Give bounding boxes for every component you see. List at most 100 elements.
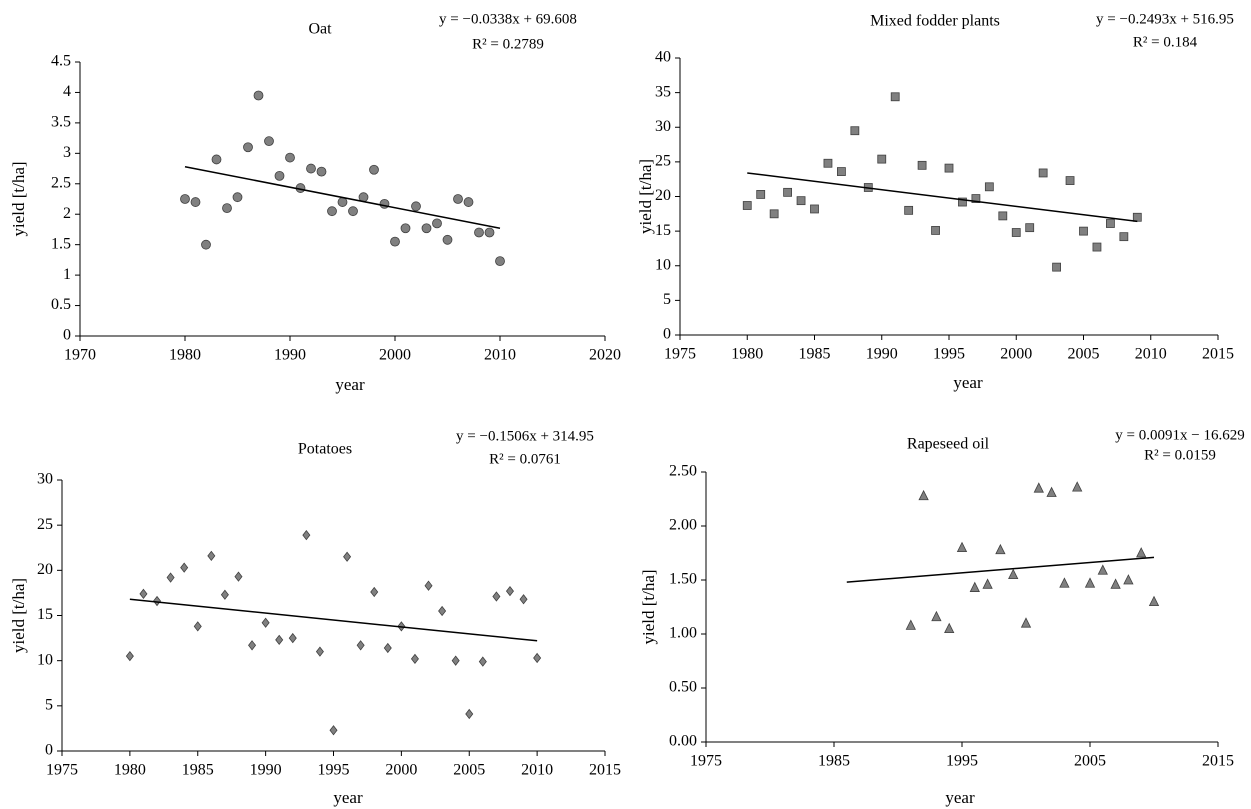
data-point bbox=[1052, 262, 1061, 272]
data-point bbox=[243, 142, 253, 153]
data-point bbox=[505, 585, 514, 597]
data-point bbox=[369, 164, 379, 175]
x-tick-label: 1995 bbox=[933, 346, 965, 363]
y-tick-label: 10 bbox=[655, 256, 671, 273]
x-tick-label: 2020 bbox=[589, 347, 621, 364]
data-point bbox=[232, 192, 243, 203]
y-tick-label: 15 bbox=[655, 222, 671, 239]
x-tick-label: 2010 bbox=[1135, 346, 1167, 363]
data-point bbox=[533, 652, 542, 664]
data-point bbox=[742, 201, 752, 210]
data-point bbox=[1025, 223, 1035, 233]
y-tick-label: 3.5 bbox=[51, 114, 71, 131]
y-tick-label: 2.00 bbox=[669, 517, 697, 534]
data-point bbox=[343, 551, 352, 562]
y-tick-label: 5 bbox=[45, 697, 53, 714]
data-point bbox=[438, 605, 447, 617]
data-point bbox=[234, 571, 243, 582]
y-tick-label: 0.00 bbox=[669, 733, 697, 750]
data-point bbox=[1119, 232, 1129, 242]
y-tick-label: 1.50 bbox=[669, 571, 697, 588]
x-tick-label: 2015 bbox=[1202, 346, 1234, 363]
data-point bbox=[1148, 595, 1160, 606]
y-tick-label: 20 bbox=[655, 187, 671, 204]
data-point bbox=[1092, 242, 1102, 252]
data-point bbox=[201, 239, 211, 250]
x-tick-label: 2005 bbox=[1074, 753, 1106, 770]
y-tick-label: 0 bbox=[63, 327, 71, 344]
data-point bbox=[931, 226, 940, 235]
x-tick-label: 1980 bbox=[731, 346, 763, 363]
data-point bbox=[442, 234, 453, 245]
data-point bbox=[823, 158, 833, 168]
y-tick-label: 15 bbox=[37, 606, 53, 623]
chart-title: Mixed fodder plants bbox=[870, 13, 1000, 30]
y-tick-label: 0.5 bbox=[51, 296, 71, 313]
data-point bbox=[944, 622, 955, 633]
x-tick-label: 2000 bbox=[1000, 346, 1032, 363]
x-axis-label: year bbox=[945, 788, 975, 807]
y-tick-label: 2.5 bbox=[51, 174, 71, 191]
data-point bbox=[958, 197, 967, 207]
y-tick-label: 1.5 bbox=[51, 235, 71, 252]
y-axis-label: yield [t/ha] bbox=[639, 569, 658, 644]
x-axis-label: year bbox=[333, 788, 363, 807]
y-tick-label: 25 bbox=[37, 516, 53, 533]
data-point bbox=[474, 227, 484, 238]
data-point bbox=[769, 209, 779, 219]
data-point bbox=[180, 562, 189, 573]
x-tick-label: 2010 bbox=[484, 347, 516, 364]
chart-title: Rapeseed oil bbox=[907, 436, 990, 453]
data-point bbox=[125, 650, 134, 662]
y-tick-label: 5 bbox=[663, 291, 671, 308]
data-point bbox=[904, 205, 914, 215]
data-point bbox=[356, 640, 365, 651]
data-point bbox=[495, 256, 505, 267]
y-tick-label: 10 bbox=[37, 651, 53, 668]
data-point bbox=[944, 163, 954, 173]
data-point bbox=[478, 656, 487, 667]
y-tick-label: 0.50 bbox=[669, 679, 697, 696]
x-tick-label: 1995 bbox=[318, 762, 350, 779]
data-point bbox=[877, 154, 887, 164]
data-point bbox=[1046, 486, 1057, 497]
trend-line bbox=[747, 172, 1138, 223]
data-point bbox=[905, 619, 916, 630]
data-point bbox=[207, 550, 216, 562]
data-point bbox=[995, 543, 1006, 555]
r-squared: R² = 0.184 bbox=[1133, 34, 1198, 50]
data-point bbox=[348, 206, 358, 217]
y-tick-label: 0 bbox=[663, 326, 671, 343]
x-tick-label: 2005 bbox=[453, 762, 485, 779]
data-point bbox=[390, 236, 400, 247]
data-point bbox=[484, 227, 495, 238]
data-point bbox=[971, 194, 981, 203]
trend-line bbox=[129, 598, 538, 642]
data-point bbox=[302, 529, 311, 541]
y-tick-label: 1.00 bbox=[669, 625, 697, 642]
y-tick-label: 3 bbox=[63, 144, 71, 161]
data-point bbox=[211, 154, 222, 165]
data-point bbox=[1110, 578, 1121, 589]
data-point bbox=[139, 588, 148, 599]
x-tick-label: 1995 bbox=[946, 753, 978, 770]
x-tick-label: 2015 bbox=[589, 762, 621, 779]
data-point bbox=[917, 160, 927, 170]
data-point bbox=[383, 642, 392, 654]
x-tick-label: 2015 bbox=[1202, 753, 1234, 770]
data-point bbox=[306, 163, 316, 174]
x-tick-label: 1985 bbox=[182, 762, 214, 779]
data-point bbox=[1072, 481, 1083, 492]
data-point bbox=[315, 646, 324, 657]
y-axis-label: yield [t/ha] bbox=[636, 159, 655, 234]
data-point bbox=[969, 581, 980, 592]
y-tick-label: 1 bbox=[63, 266, 71, 283]
data-point bbox=[220, 589, 229, 600]
y-tick-label: 25 bbox=[655, 153, 671, 170]
data-point bbox=[984, 182, 994, 192]
data-point bbox=[837, 167, 846, 176]
x-tick-label: 2005 bbox=[1068, 346, 1100, 363]
y-axis-label: yield [t/ha] bbox=[9, 161, 28, 236]
data-point bbox=[810, 204, 819, 214]
